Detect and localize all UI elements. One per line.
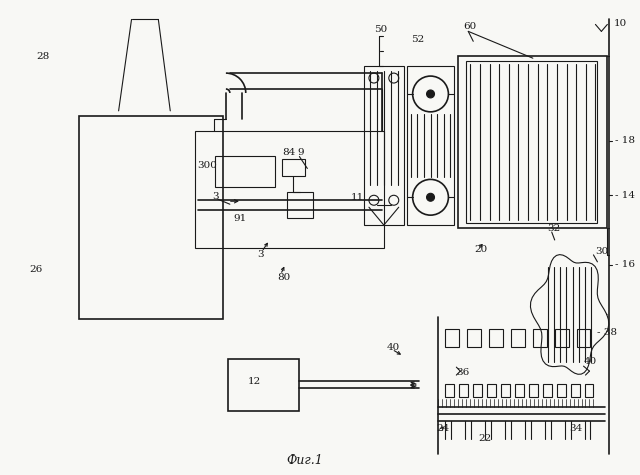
Bar [543,384,552,397]
Text: 91: 91 [234,214,247,223]
Text: 32: 32 [548,224,561,233]
Bar [460,384,468,397]
Text: - 18: - 18 [615,136,636,145]
Text: 26: 26 [29,265,42,274]
Bar [215,155,275,187]
Text: 36: 36 [456,368,470,377]
Text: 24: 24 [436,424,450,433]
Bar [228,359,300,411]
Bar [515,384,524,397]
Bar [287,192,314,218]
Bar [501,384,510,397]
Text: 3: 3 [212,192,219,201]
Text: 30: 30 [595,247,609,257]
Bar [577,329,591,347]
Circle shape [413,76,449,112]
Bar [533,329,547,347]
Bar [473,384,482,397]
Text: - 38: - 38 [597,328,618,337]
Circle shape [426,90,435,98]
Text: 40: 40 [387,343,400,352]
Text: 84: 84 [282,148,296,157]
Text: 28: 28 [36,52,49,61]
Text: - 14: - 14 [615,191,636,200]
Bar [489,329,503,347]
Bar [364,66,404,225]
Text: 20: 20 [474,246,488,255]
Text: 60: 60 [463,22,477,31]
Circle shape [426,193,435,201]
Bar [282,159,305,176]
Text: 52: 52 [411,35,424,44]
Bar [445,329,460,347]
Text: - 16: - 16 [615,260,636,269]
Bar [487,384,496,397]
Bar [406,66,454,225]
Text: 11: 11 [351,193,364,202]
Bar [557,384,566,397]
Bar [555,329,568,347]
Text: 34: 34 [570,424,583,433]
Text: 12: 12 [248,377,261,386]
Text: 10: 10 [613,19,627,28]
Bar [467,329,481,347]
Bar [467,61,597,223]
Bar [584,384,593,397]
Text: 50: 50 [374,25,387,34]
Text: 40: 40 [584,357,596,366]
Text: 9: 9 [298,148,304,157]
Text: Фиг.1: Фиг.1 [286,454,323,467]
Bar [529,384,538,397]
Text: 300: 300 [197,161,217,170]
Bar [79,116,223,320]
Bar [458,56,607,228]
Bar [511,329,525,347]
Bar [571,384,580,397]
Text: 22: 22 [478,434,492,443]
Text: 3: 3 [258,250,264,259]
Bar [445,384,454,397]
Circle shape [413,180,449,215]
Bar [195,131,384,248]
Text: 80: 80 [278,273,291,282]
